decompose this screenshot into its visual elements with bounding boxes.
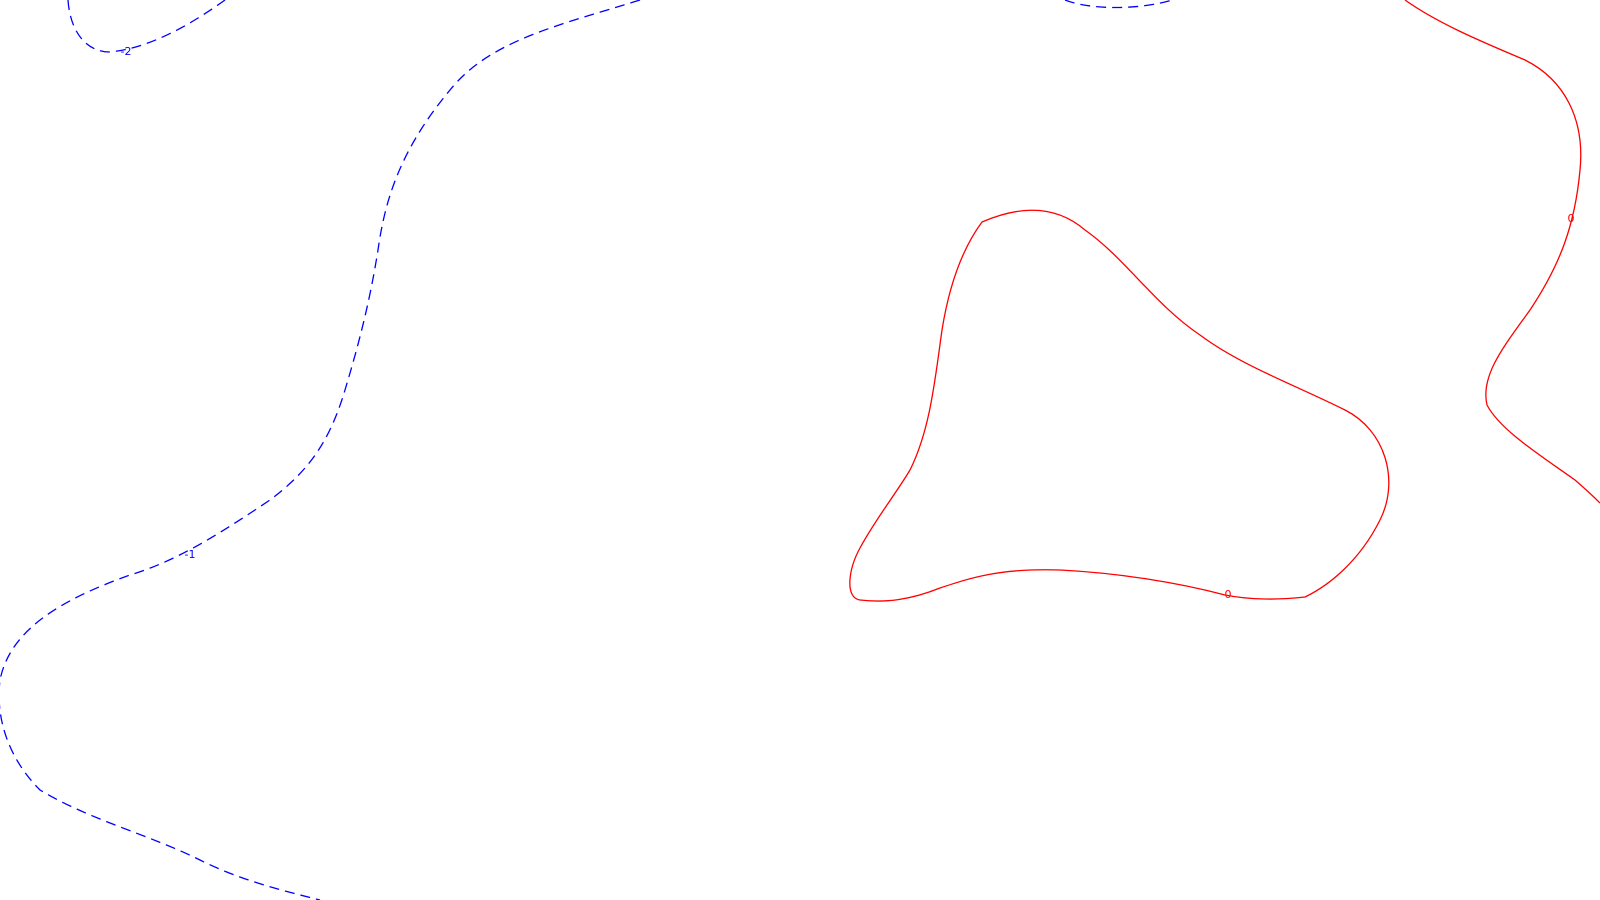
contour-label-zero-loop: 0 xyxy=(1225,588,1232,601)
contour-line-neg1 xyxy=(0,0,641,900)
contour-line-zero-right xyxy=(1404,0,1600,504)
contour-label-neg1: -1 xyxy=(185,548,196,561)
contour-label-zero-right: 0 xyxy=(1568,212,1575,225)
contour-line-neg2-topcenter xyxy=(1064,0,1173,9)
contour-line-neg2-topleft xyxy=(67,0,226,53)
contour-label-neg2: -2 xyxy=(121,45,132,58)
contour-line-zero-loop xyxy=(849,209,1390,602)
